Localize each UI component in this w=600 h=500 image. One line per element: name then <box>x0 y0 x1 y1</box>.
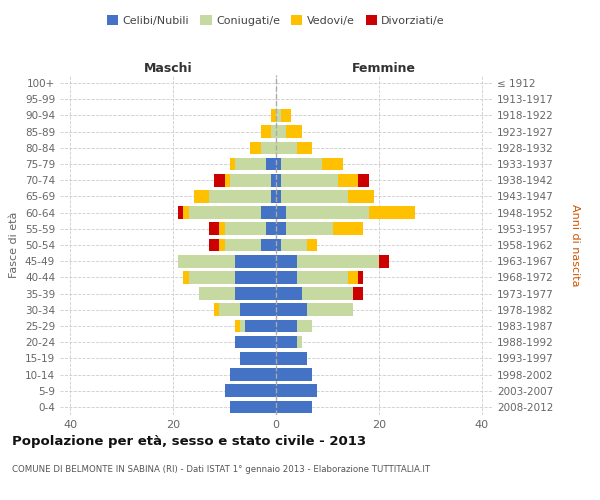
Bar <box>281 190 348 202</box>
Bar <box>188 206 260 219</box>
Bar <box>214 174 224 186</box>
Y-axis label: Fasce di età: Fasce di età <box>10 212 19 278</box>
Bar <box>276 255 296 268</box>
Bar <box>276 368 312 381</box>
Bar <box>260 238 276 252</box>
Bar <box>224 174 230 186</box>
Bar <box>302 288 353 300</box>
Bar <box>296 336 302 348</box>
Bar <box>286 126 302 138</box>
Text: Maschi: Maschi <box>143 62 193 75</box>
Bar <box>235 336 276 348</box>
Bar <box>358 174 368 186</box>
Bar <box>286 222 332 235</box>
Bar <box>199 288 235 300</box>
Bar <box>353 288 364 300</box>
Bar <box>230 368 276 381</box>
Bar <box>338 174 358 186</box>
Bar <box>178 255 235 268</box>
Bar <box>276 190 281 202</box>
Bar <box>332 222 364 235</box>
Bar <box>281 158 322 170</box>
Bar <box>235 271 276 283</box>
Bar <box>209 190 271 202</box>
Bar <box>235 255 276 268</box>
Bar <box>307 238 317 252</box>
Bar <box>260 126 271 138</box>
Bar <box>250 142 260 154</box>
Bar <box>194 190 209 202</box>
Bar <box>281 174 338 186</box>
Bar <box>276 288 302 300</box>
Bar <box>281 238 307 252</box>
Bar <box>230 400 276 413</box>
Bar <box>276 174 281 186</box>
Bar <box>358 271 364 283</box>
Bar <box>260 206 276 219</box>
Bar <box>271 190 276 202</box>
Bar <box>230 158 235 170</box>
Bar <box>240 352 276 364</box>
Bar <box>276 238 281 252</box>
Bar <box>276 352 307 364</box>
Bar <box>230 174 271 186</box>
Text: Femmine: Femmine <box>352 62 416 75</box>
Bar <box>209 222 220 235</box>
Text: Popolazione per età, sesso e stato civile - 2013: Popolazione per età, sesso e stato civil… <box>12 435 366 448</box>
Bar <box>296 320 312 332</box>
Bar <box>245 320 276 332</box>
Bar <box>286 206 368 219</box>
Bar <box>214 304 220 316</box>
Bar <box>368 206 415 219</box>
Bar <box>276 271 296 283</box>
Bar <box>379 255 389 268</box>
Bar <box>260 142 276 154</box>
Bar <box>276 384 317 397</box>
Bar <box>220 304 240 316</box>
Bar <box>276 142 296 154</box>
Bar <box>224 222 266 235</box>
Bar <box>296 142 312 154</box>
Bar <box>266 222 276 235</box>
Bar <box>235 158 266 170</box>
Bar <box>209 238 220 252</box>
Bar <box>276 206 286 219</box>
Bar <box>296 255 379 268</box>
Bar <box>276 304 307 316</box>
Bar <box>276 109 281 122</box>
Text: COMUNE DI BELMONTE IN SABINA (RI) - Dati ISTAT 1° gennaio 2013 - Elaborazione TU: COMUNE DI BELMONTE IN SABINA (RI) - Dati… <box>12 465 430 474</box>
Bar <box>276 400 312 413</box>
Bar <box>266 158 276 170</box>
Bar <box>178 206 184 219</box>
Bar <box>224 238 260 252</box>
Bar <box>271 126 276 138</box>
Bar <box>348 190 374 202</box>
Bar <box>184 206 188 219</box>
Bar <box>276 126 286 138</box>
Bar <box>348 271 358 283</box>
Bar <box>224 384 276 397</box>
Bar <box>307 304 353 316</box>
Bar <box>235 320 240 332</box>
Bar <box>220 238 224 252</box>
Bar <box>276 320 296 332</box>
Bar <box>276 222 286 235</box>
Y-axis label: Anni di nascita: Anni di nascita <box>570 204 580 286</box>
Bar <box>271 174 276 186</box>
Bar <box>276 336 296 348</box>
Legend: Celibi/Nubili, Coniugati/e, Vedovi/e, Divorziati/e: Celibi/Nubili, Coniugati/e, Vedovi/e, Di… <box>103 10 449 30</box>
Bar <box>240 320 245 332</box>
Bar <box>271 109 276 122</box>
Bar <box>296 271 348 283</box>
Bar <box>220 222 224 235</box>
Bar <box>184 271 188 283</box>
Bar <box>322 158 343 170</box>
Bar <box>281 109 292 122</box>
Bar <box>276 158 281 170</box>
Bar <box>235 288 276 300</box>
Bar <box>188 271 235 283</box>
Bar <box>240 304 276 316</box>
